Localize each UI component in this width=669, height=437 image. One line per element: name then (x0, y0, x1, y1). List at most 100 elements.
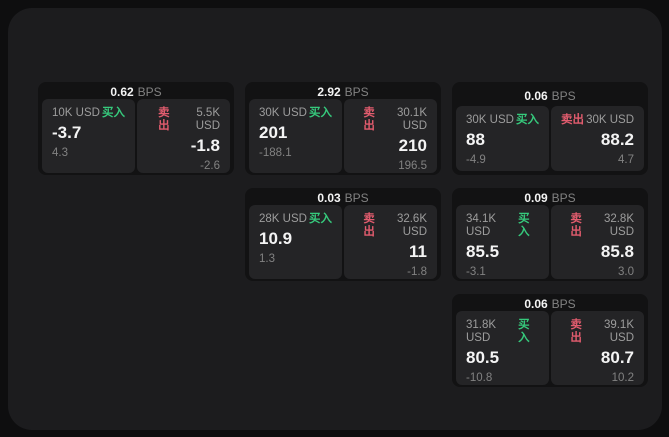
quote-card: 0.62 BPS 10K USD 买入 -3.7 4.3 卖出 5.5K USD (38, 82, 234, 175)
sell-tile-header: 卖出 39.1K USD (561, 319, 634, 345)
sell-price-value: 210 (398, 136, 427, 155)
sell-size-label: 30.1K USD (396, 107, 427, 132)
sell-tile[interactable]: 卖出 5.5K USD -1.8 -2.6 (137, 99, 230, 173)
quote-card: 0.06 BPS 31.8K USD 买入 80.5 -10.8 卖出 39.1… (452, 294, 648, 387)
sell-tile[interactable]: 卖出 30.1K USD 210 196.5 (344, 99, 437, 173)
buy-tile-header: 31.8K USD 买入 (466, 319, 539, 345)
sell-label: 卖出 (363, 107, 375, 132)
buy-price-value: 85.5 (466, 242, 500, 261)
buy-label: 买入 (516, 114, 539, 126)
main-panel: 0.62 BPS 10K USD 买入 -3.7 4.3 卖出 5.5K USD (8, 8, 662, 430)
buy-tile-header: 34.1K USD 买入 (466, 213, 539, 239)
sell-tile-header: 卖出 32.8K USD (561, 213, 634, 239)
sell-label: 卖出 (158, 107, 170, 132)
buy-sub-value: -10.8 (466, 372, 493, 384)
buy-tile[interactable]: 30K USD 买入 201 -188.1 (249, 99, 342, 173)
buy-tile[interactable]: 34.1K USD 买入 85.5 -3.1 (456, 205, 549, 279)
quote-body: 10K USD 买入 -3.7 4.3 卖出 5.5K USD -1.8 -2.… (42, 99, 230, 173)
bps-unit-label: BPS (137, 85, 162, 99)
quote-body: 31.8K USD 买入 80.5 -10.8 卖出 39.1K USD 80.… (456, 311, 644, 385)
sell-sub-value: 10.2 (611, 372, 634, 384)
buy-sub-value: -4.9 (466, 154, 486, 166)
buy-sub-value: 4.3 (52, 147, 68, 159)
spread-value: 0.06 (524, 88, 548, 103)
sell-tile[interactable]: 卖出 32.6K USD 11 -1.8 (344, 205, 437, 279)
sell-tile[interactable]: 卖出 30K USD 88.2 4.7 (551, 106, 644, 171)
sell-size-label: 32.6K USD (396, 213, 427, 238)
sell-tile[interactable]: 卖出 39.1K USD 80.7 10.2 (551, 311, 644, 385)
sell-sub-value: 4.7 (618, 154, 634, 166)
buy-price-value: 88 (466, 130, 485, 149)
buy-size-label: 10K USD (52, 107, 100, 119)
buy-size-label: 28K USD (259, 213, 307, 225)
buy-label: 买入 (102, 107, 125, 119)
buy-size-label: 31.8K USD (466, 319, 497, 344)
buy-price-value: 80.5 (466, 348, 500, 367)
buy-tile-header: 30K USD 买入 (259, 107, 332, 120)
sell-price-value: 85.8 (600, 242, 634, 261)
sell-price-value: 80.7 (600, 348, 634, 367)
sell-label: 卖出 (570, 319, 582, 344)
spread-header: 2.92 BPS (249, 85, 437, 99)
spread-value: 0.06 (524, 297, 548, 311)
buy-price-value: 201 (259, 123, 288, 142)
sell-sub-value: -1.8 (407, 266, 427, 278)
spread-value: 2.92 (317, 85, 341, 99)
sell-size-label: 32.8K USD (603, 213, 634, 238)
bps-unit-label: BPS (344, 191, 369, 205)
spread-header: 0.03 BPS (249, 191, 437, 205)
sell-sub-value: 3.0 (618, 266, 634, 278)
spread-value: 0.03 (317, 191, 341, 205)
buy-sub-value: -188.1 (259, 147, 292, 159)
bps-unit-label: BPS (551, 297, 576, 311)
buy-tile-header: 30K USD 买入 (466, 114, 539, 127)
quote-card: 0.03 BPS 28K USD 买入 10.9 1.3 卖出 32.6K US… (245, 188, 441, 281)
quote-card: 0.09 BPS 34.1K USD 买入 85.5 -3.1 卖出 32.8K… (452, 188, 648, 281)
buy-tile[interactable]: 10K USD 买入 -3.7 4.3 (42, 99, 135, 173)
sell-price-value: 88.2 (600, 130, 634, 149)
buy-tile-header: 10K USD 买入 (52, 107, 125, 120)
buy-tile-header: 28K USD 买入 (259, 213, 332, 226)
sell-label: 卖出 (363, 213, 375, 238)
quote-body: 28K USD 买入 10.9 1.3 卖出 32.6K USD 11 -1.8 (249, 205, 437, 279)
sell-label: 卖出 (570, 213, 582, 238)
buy-price-value: 10.9 (259, 229, 293, 248)
buy-sub-value: 1.3 (259, 253, 275, 265)
buy-size-label: 30K USD (259, 107, 307, 119)
buy-label: 买入 (518, 319, 530, 344)
buy-sub-value: -3.1 (466, 266, 486, 278)
bps-unit-label: BPS (551, 191, 576, 205)
spread-header: 0.09 BPS (456, 191, 644, 205)
buy-price-value: -3.7 (52, 123, 82, 142)
spread-value: 0.62 (110, 85, 134, 99)
sell-price-value: 11 (409, 242, 427, 261)
quote-body: 30K USD 买入 201 -188.1 卖出 30.1K USD 210 1… (249, 99, 437, 173)
sell-size-label: 5.5K USD (195, 107, 220, 132)
quote-cards-grid: 0.62 BPS 10K USD 买入 -3.7 4.3 卖出 5.5K USD (38, 82, 648, 387)
buy-label: 买入 (309, 213, 332, 225)
sell-sub-value: -2.6 (200, 160, 220, 172)
buy-size-label: 34.1K USD (466, 213, 497, 238)
buy-label: 买入 (309, 107, 332, 119)
sell-tile-header: 卖出 32.6K USD (354, 213, 427, 239)
sell-tile-header: 卖出 30.1K USD (354, 107, 427, 133)
quote-card: 0.06 BPS 30K USD 买入 88 -4.9 卖出 30K USD (452, 82, 648, 175)
buy-tile[interactable]: 28K USD 买入 10.9 1.3 (249, 205, 342, 279)
sell-tile-header: 卖出 5.5K USD (147, 107, 220, 133)
spread-value: 0.09 (524, 191, 548, 205)
buy-size-label: 30K USD (466, 114, 514, 126)
sell-size-label: 30K USD (586, 114, 634, 126)
quote-body: 30K USD 买入 88 -4.9 卖出 30K USD 88.2 4.7 (456, 106, 644, 171)
sell-label: 卖出 (561, 114, 584, 126)
sell-price-value: -1.8 (190, 136, 220, 155)
sell-size-label: 39.1K USD (603, 319, 634, 344)
sell-tile[interactable]: 卖出 32.8K USD 85.8 3.0 (551, 205, 644, 279)
buy-tile[interactable]: 31.8K USD 买入 80.5 -10.8 (456, 311, 549, 385)
buy-label: 买入 (518, 213, 530, 238)
bps-unit-label: BPS (344, 85, 369, 99)
quote-card: 2.92 BPS 30K USD 买入 201 -188.1 卖出 30.1K … (245, 82, 441, 175)
spread-header: 0.06 BPS (456, 85, 644, 106)
buy-tile[interactable]: 30K USD 买入 88 -4.9 (456, 106, 549, 171)
sell-sub-value: 196.5 (398, 160, 427, 172)
